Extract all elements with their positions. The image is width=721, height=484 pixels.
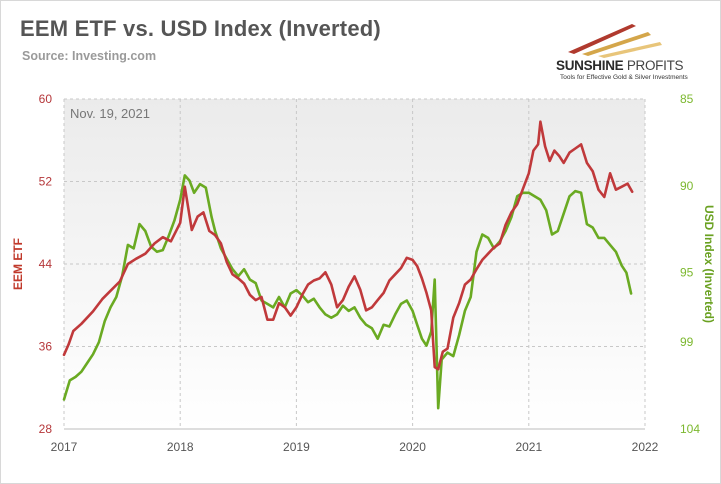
left-axis-title: EEM ETF bbox=[11, 238, 25, 290]
right-tick-label: 95 bbox=[680, 266, 694, 280]
left-tick-label: 28 bbox=[39, 422, 53, 436]
left-tick-label: 36 bbox=[39, 340, 53, 354]
x-tick-label: 2022 bbox=[632, 440, 659, 454]
left-tick-label: 60 bbox=[39, 92, 53, 106]
chart-source: Source: Investing.com bbox=[22, 49, 157, 63]
date-annotation: Nov. 19, 2021 bbox=[70, 106, 150, 121]
logo-name: SUNSHINE PROFITS bbox=[556, 58, 684, 73]
sunshine-profits-logo: SUNSHINE PROFITS Tools for Effective Gol… bbox=[552, 18, 702, 88]
right-axis-title: USD Index (Inverted) bbox=[702, 205, 716, 323]
sun-rays-icon bbox=[568, 24, 662, 58]
left-tick-label: 44 bbox=[39, 257, 53, 271]
left-tick-label: 52 bbox=[39, 175, 53, 189]
x-tick-label: 2020 bbox=[399, 440, 426, 454]
right-tick-label: 99 bbox=[680, 335, 694, 349]
logo-tagline: Tools for Effective Gold & Silver Invest… bbox=[560, 74, 688, 81]
logo-name-light: PROFITS bbox=[623, 58, 684, 73]
x-tick-label: 2017 bbox=[51, 440, 78, 454]
right-axis-ticks: 85 90 95 99 104 bbox=[680, 92, 700, 436]
series-layer bbox=[62, 120, 634, 410]
chart-title: EEM ETF vs. USD Index (Inverted) bbox=[20, 16, 381, 41]
right-tick-label: 85 bbox=[680, 92, 694, 106]
x-axis-ticks: 2017 2018 2019 2020 2021 2022 bbox=[51, 440, 659, 454]
usd-series-line bbox=[62, 174, 633, 410]
x-tick-label: 2021 bbox=[515, 440, 542, 454]
x-tick-label: 2018 bbox=[167, 440, 194, 454]
logo-name-bold: SUNSHINE bbox=[556, 58, 624, 73]
left-axis-ticks: 28 36 44 52 60 bbox=[39, 92, 53, 436]
gridlines bbox=[63, 98, 646, 430]
eem-series-line bbox=[62, 120, 634, 371]
right-tick-label: 104 bbox=[680, 422, 700, 436]
x-tick-label: 2019 bbox=[283, 440, 310, 454]
right-tick-label: 90 bbox=[680, 179, 694, 193]
